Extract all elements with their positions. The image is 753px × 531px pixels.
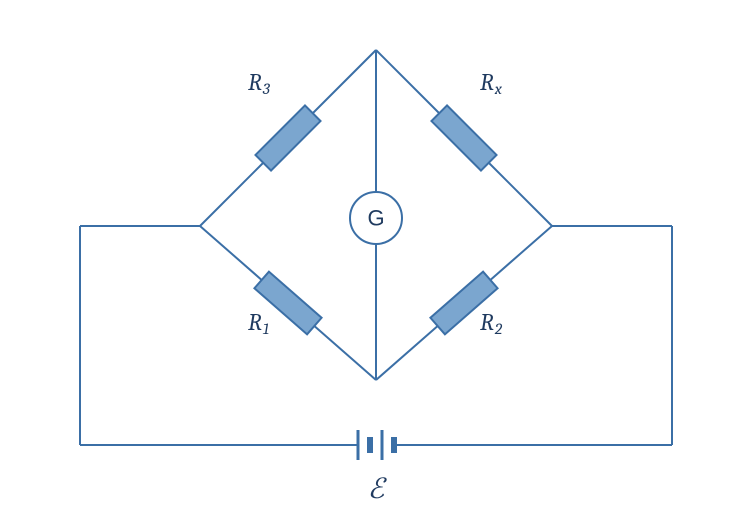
wire: [200, 226, 262, 280]
wire: [376, 50, 439, 113]
resistor-r3: [255, 105, 320, 170]
resistor-rx: [431, 105, 496, 170]
wire: [490, 226, 552, 280]
wire: [314, 326, 376, 380]
galvanometer-label: G: [367, 206, 384, 231]
label-r2: R2: [480, 308, 503, 338]
wire: [313, 50, 376, 113]
emf-label: ℰ: [368, 473, 388, 505]
wire: [376, 326, 438, 380]
label-r1: R1: [248, 308, 269, 338]
wire: [200, 163, 263, 226]
label-rx: Rx: [480, 68, 503, 98]
label-r3: R3: [248, 68, 271, 98]
wire: [489, 163, 552, 226]
